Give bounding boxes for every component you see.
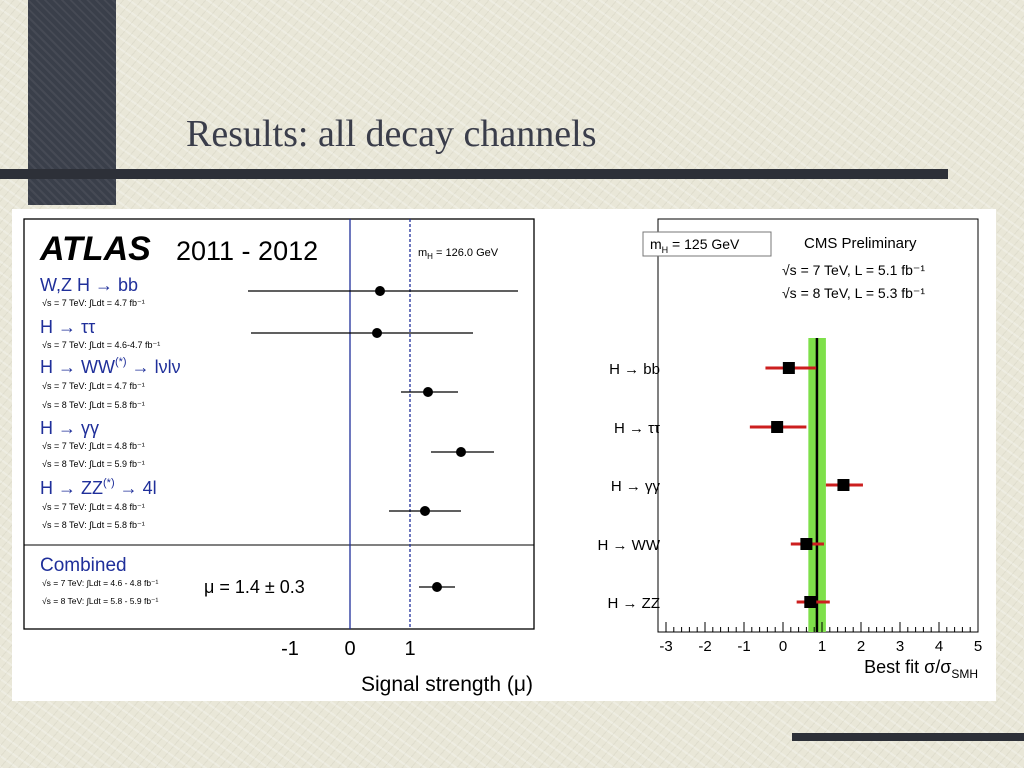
cms-data-point — [804, 596, 817, 608]
atlas-data-point — [420, 506, 430, 516]
atlas-data-point — [372, 328, 382, 338]
atlas-channel-label: H → γγ — [40, 418, 99, 438]
atlas-channel-label: W,Z H → bb — [40, 275, 138, 295]
atlas-data-point — [432, 582, 442, 592]
cms-channel-label: H → γγ — [611, 478, 661, 495]
atlas-data-point — [456, 447, 466, 457]
figure-panel: ATLAS 2011 - 2012 mH = 126.0 GeV W,Z H →… — [12, 209, 996, 701]
atlas-lumi-label: √s = 7 TeV: ∫Ldt = 4.8 fb⁻¹ — [42, 441, 145, 451]
atlas-mass-label: mH = 126.0 GeV — [418, 247, 499, 261]
cms-x-tick: 0 — [779, 638, 787, 655]
cms-data-point — [782, 362, 795, 374]
atlas-logo: ATLAS — [39, 230, 151, 268]
cms-x-tick: -2 — [698, 638, 711, 655]
cms-title: CMS Preliminary — [804, 235, 917, 252]
cms-data-point — [771, 421, 784, 433]
atlas-channel-label: H → ττ — [40, 317, 95, 337]
atlas-lumi-label: √s = 7 TeV: ∫Ldt = 4.7 fb⁻¹ — [42, 298, 145, 308]
cms-x-tick: 3 — [896, 638, 904, 655]
atlas-lumi-label: √s = 7 TeV: ∫Ldt = 4.7 fb⁻¹ — [42, 381, 145, 391]
cms-x-tick: -1 — [737, 638, 750, 655]
atlas-data-point — [423, 387, 433, 397]
cms-x-axis — [665, 622, 979, 632]
atlas-x-tick: 1 — [404, 638, 415, 660]
cms-data-marks — [749, 362, 863, 608]
cms-chart: mH = 125 GeV CMS Preliminary √s = 7 TeV,… — [598, 218, 982, 681]
atlas-lumi-label: √s = 8 TeV: ∫Ldt = 5.8 fb⁻¹ — [42, 520, 145, 530]
atlas-data-marks — [248, 286, 518, 592]
atlas-combined-label: Combined — [40, 555, 127, 576]
atlas-period: 2011 - 2012 — [176, 236, 318, 266]
atlas-x-tick: 0 — [344, 638, 355, 660]
atlas-lumi-label: √s = 8 TeV: ∫Ldt = 5.8 fb⁻¹ — [42, 400, 145, 410]
atlas-x-axis-label: Signal strength (μ) — [361, 673, 533, 696]
cms-data-point — [800, 538, 813, 550]
cms-x-tick: 4 — [935, 638, 943, 655]
atlas-chart: ATLAS 2011 - 2012 mH = 126.0 GeV W,Z H →… — [23, 218, 535, 696]
title-divider-rule — [0, 169, 948, 179]
atlas-lumi-label: √s = 7 TeV: ∫Ldt = 4.6-4.7 fb⁻¹ — [42, 340, 160, 350]
cms-x-axis-label: Best fit σ/σSMH — [864, 657, 978, 681]
atlas-lumi-label: √s = 8 TeV: ∫Ldt = 5.8 - 5.9 fb⁻¹ — [42, 596, 159, 606]
atlas-channel-label: H → WW(*) → lνlν — [40, 356, 181, 377]
cms-x-tick: -3 — [659, 638, 672, 655]
figure-canvas: ATLAS 2011 - 2012 mH = 126.0 GeV W,Z H →… — [23, 218, 982, 696]
cms-mass-label: mH = 125 GeV — [650, 236, 740, 255]
atlas-lumi-label: √s = 7 TeV: ∫Ldt = 4.8 fb⁻¹ — [42, 502, 145, 512]
atlas-combined-result: μ = 1.4 ± 0.3 — [204, 577, 305, 597]
cms-energy-line: √s = 7 TeV, L = 5.1 fb⁻¹ — [782, 262, 925, 278]
cms-mass-box — [642, 231, 772, 257]
atlas-channel-label: H → ZZ(*) → 4l — [40, 477, 157, 498]
cms-x-tick: 2 — [857, 638, 865, 655]
cms-channel-label: H → bb — [609, 361, 660, 378]
atlas-data-point — [375, 286, 385, 296]
cms-data-point — [837, 479, 850, 491]
cms-x-tick: 1 — [818, 638, 826, 655]
bottom-accent-rule — [792, 733, 1024, 741]
cms-channel-label: H → ZZ — [608, 595, 661, 612]
cms-channel-label: H → WW — [598, 537, 661, 554]
cms-x-tick: 5 — [974, 638, 982, 655]
slide-title: Results: all decay channels — [186, 113, 597, 155]
atlas-lumi-label: √s = 7 TeV: ∫Ldt = 4.6 - 4.8 fb⁻¹ — [42, 578, 159, 588]
atlas-frame — [23, 218, 535, 630]
cms-channel-label: H → ττ — [614, 420, 660, 437]
atlas-lumi-label: √s = 8 TeV: ∫Ldt = 5.9 fb⁻¹ — [42, 459, 145, 469]
cms-energy-line: √s = 8 TeV, L = 5.3 fb⁻¹ — [782, 285, 925, 301]
atlas-x-tick: -1 — [281, 638, 299, 660]
